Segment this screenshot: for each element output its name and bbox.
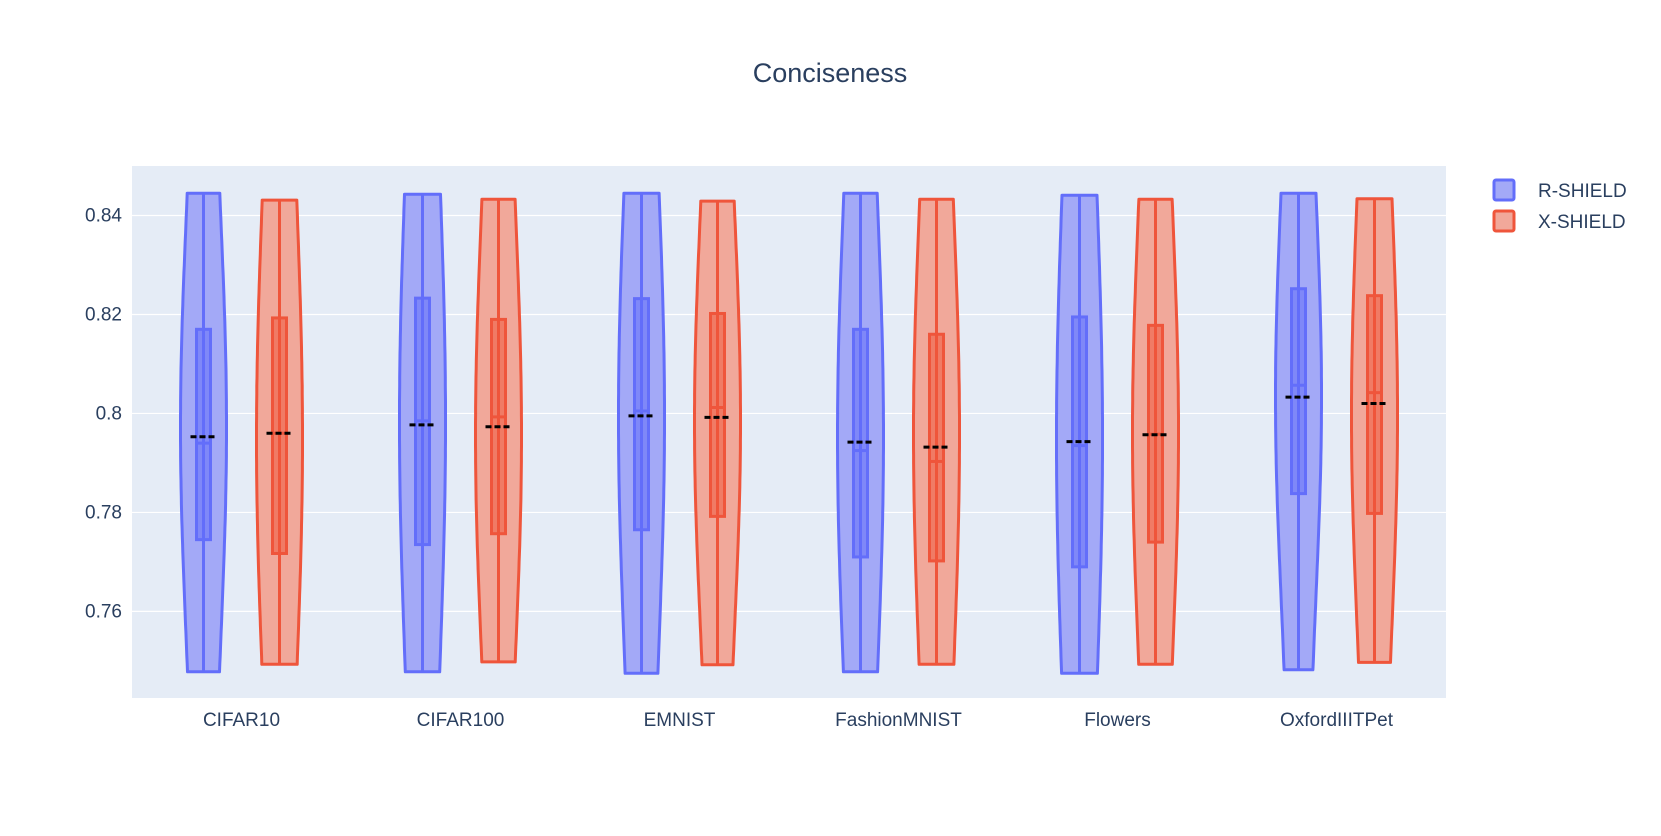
violin-r-shield-cifar10[interactable]: [179, 191, 228, 674]
y-tick-label: 0.8: [96, 403, 122, 424]
y-tick-label: 0.82: [85, 304, 122, 325]
violin-layer: [179, 191, 1399, 675]
plot-background: [132, 166, 1446, 698]
legend-item-x-shield[interactable]: X-SHIELD: [1492, 209, 1626, 233]
violin-r-shield-oxfordiiitpet[interactable]: [1274, 191, 1323, 672]
legend-swatch: [1492, 178, 1516, 202]
violin-r-shield-flowers[interactable]: [1055, 193, 1104, 675]
violin-box: [1290, 287, 1307, 496]
violin-r-shield-emnist[interactable]: [617, 191, 666, 675]
violin-x-shield-flowers[interactable]: [1131, 197, 1180, 666]
y-tick-label: 0.76: [85, 601, 122, 622]
legend-label: R-SHIELD: [1538, 181, 1627, 202]
violin-box: [195, 327, 212, 542]
violin-r-shield-cifar100[interactable]: [398, 192, 447, 674]
violin-x-shield-cifar10[interactable]: [255, 198, 304, 666]
violin-r-shield-fashionmnist[interactable]: [836, 191, 885, 674]
violin-box: [271, 316, 288, 555]
violin-box: [709, 311, 726, 518]
legend: R-SHIELD X-SHIELD: [1492, 178, 1627, 233]
x-axis: CIFAR10 CIFAR100 EMNIST FashionMNIST Flowers…: [203, 710, 1394, 731]
chart-title: Conciseness: [753, 58, 908, 88]
legend-label: X-SHIELD: [1538, 212, 1626, 233]
y-axis: 0.76 0.78 0.8 0.82 0.84: [85, 205, 122, 622]
violin-box: [633, 297, 650, 532]
legend-swatch: [1492, 209, 1516, 233]
grid-layer: [132, 214, 1446, 612]
y-tick-label: 0.84: [85, 205, 122, 226]
violin-x-shield-fashionmnist[interactable]: [912, 197, 961, 666]
violin-x-shield-cifar100[interactable]: [474, 197, 523, 664]
x-tick-label: CIFAR100: [417, 710, 505, 731]
y-tick-label: 0.78: [85, 502, 122, 523]
x-tick-label: EMNIST: [644, 710, 716, 731]
violin-x-shield-emnist[interactable]: [693, 199, 742, 667]
x-tick-label: FashionMNIST: [835, 710, 962, 731]
legend-item-r-shield[interactable]: R-SHIELD: [1492, 178, 1627, 202]
x-tick-label: OxfordIIITPet: [1280, 710, 1394, 731]
x-tick-label: Flowers: [1084, 710, 1151, 731]
x-tick-label: CIFAR10: [203, 710, 280, 731]
violin-x-shield-oxfordiiitpet[interactable]: [1350, 197, 1399, 664]
